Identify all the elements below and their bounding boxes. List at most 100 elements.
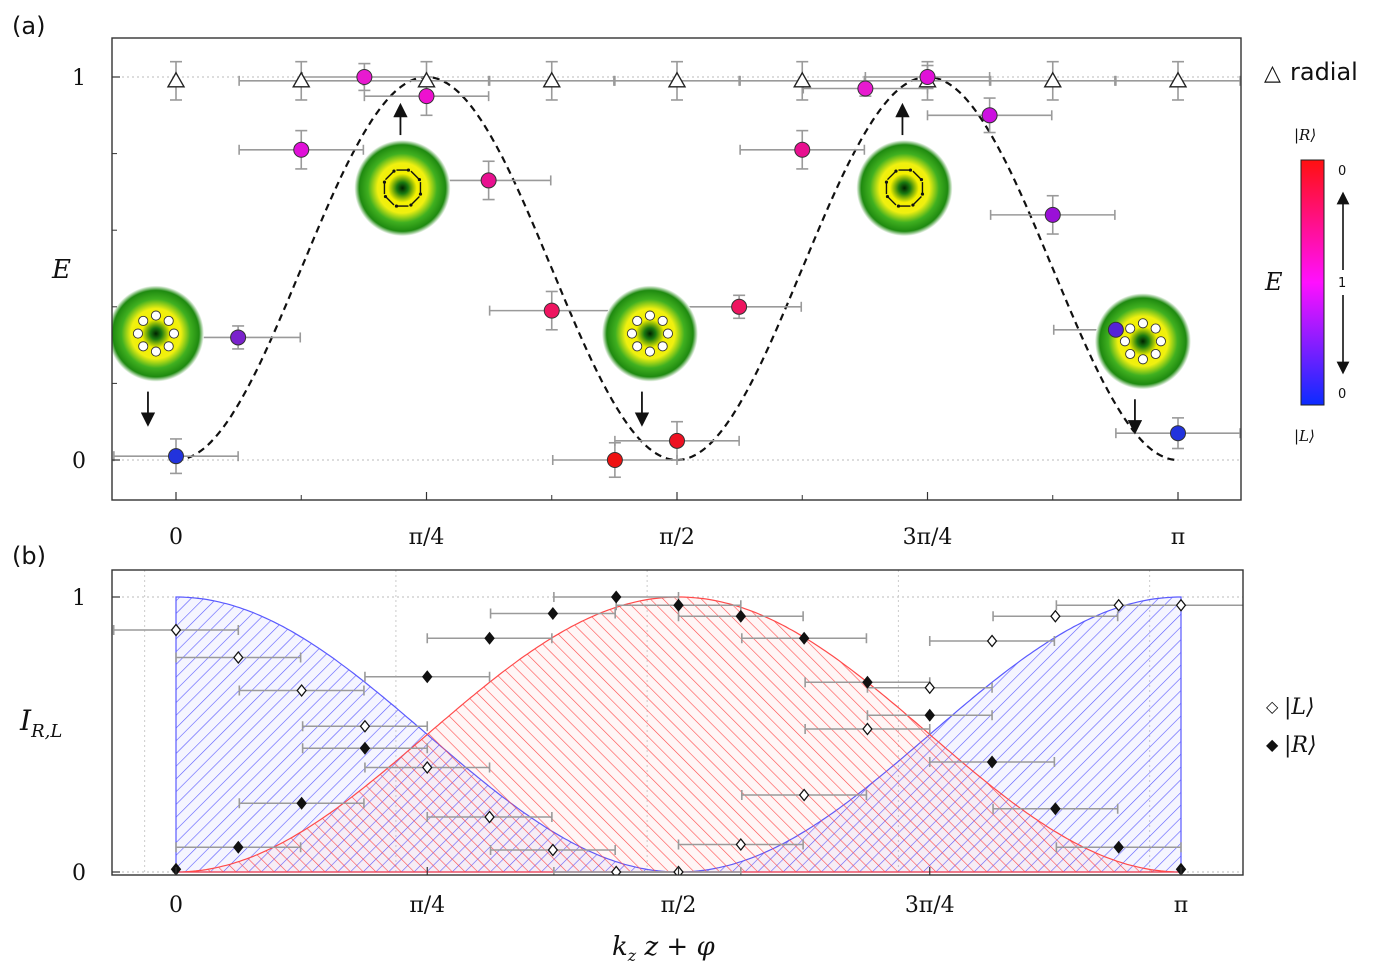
polarization-ellipse bbox=[632, 315, 643, 326]
L-point bbox=[296, 683, 307, 698]
L-point bbox=[798, 788, 810, 802]
polarization-ellipse bbox=[163, 341, 174, 352]
xtick-label-b: 0 bbox=[169, 893, 183, 918]
polarization-ellipse bbox=[1150, 323, 1161, 334]
R-point bbox=[735, 609, 747, 623]
polarization-ellipse bbox=[644, 346, 655, 357]
L-point bbox=[986, 634, 998, 648]
polarization-ellipse bbox=[1119, 336, 1130, 347]
polarization-arrow-tip bbox=[383, 194, 388, 199]
L-point bbox=[233, 650, 244, 665]
ytick-label-b: 1 bbox=[72, 586, 86, 611]
beam-inset-azimuthal bbox=[354, 140, 451, 237]
polarization-arrow-tip bbox=[392, 169, 396, 173]
L-point bbox=[484, 810, 495, 824]
polarization-arrow-tip bbox=[418, 192, 423, 196]
R-point bbox=[296, 796, 307, 810]
xtick-label-a: 0 bbox=[169, 525, 183, 550]
polarization-ellipse bbox=[644, 310, 655, 321]
beam-inset-radial bbox=[601, 285, 698, 382]
colorbar-bottom-label: |L⟩ bbox=[1294, 427, 1315, 445]
legend-L-symbol: ◇ bbox=[1266, 697, 1279, 716]
ellipticity-markers bbox=[168, 69, 1186, 468]
panel-a-ylabel: E bbox=[51, 255, 71, 285]
polarization-arrow bbox=[384, 196, 395, 206]
R-point bbox=[422, 670, 433, 684]
polarization-arrow bbox=[886, 196, 897, 206]
xtick-label-a: π/4 bbox=[409, 525, 445, 550]
ellipticity-point bbox=[230, 329, 247, 346]
R-point bbox=[233, 840, 244, 854]
polarization-arrow-tip bbox=[382, 180, 387, 184]
legend-L-label: |L⟩ bbox=[1284, 695, 1315, 720]
radial-point bbox=[166, 71, 186, 88]
L-point bbox=[1175, 598, 1187, 612]
polarization-arrow-tip bbox=[885, 194, 890, 199]
inset-arrows bbox=[140, 102, 1143, 435]
panel-b: (b) 0 π/4 π/2 3π/4 π 0 1 IR,L kz z + φ ◇ |L⟩ ◆… bbox=[12, 542, 1317, 964]
ellipticity-point bbox=[981, 107, 998, 124]
L-point bbox=[1113, 598, 1124, 612]
xtick-label-b: π/4 bbox=[409, 893, 445, 918]
polarization-ellipse bbox=[632, 341, 643, 352]
xtick-label-b: π bbox=[1174, 893, 1188, 918]
polarization-ellipse bbox=[626, 328, 637, 339]
ellipticity-point bbox=[418, 88, 435, 105]
colorbar-tick-bottom: 0 bbox=[1338, 387, 1346, 402]
radial-point bbox=[542, 71, 561, 88]
polarization-arrow bbox=[912, 170, 922, 181]
polarization-ellipse bbox=[1125, 348, 1136, 360]
colorbar-tick-top: 0 bbox=[1338, 164, 1346, 179]
ellipticity-point bbox=[857, 80, 874, 97]
polarization-ellipse bbox=[168, 328, 180, 339]
polarization-arrow bbox=[410, 170, 420, 181]
polarization-arrow-tip bbox=[409, 203, 413, 207]
panel-b-frame bbox=[111, 569, 1244, 876]
legend-R-label: |R⟩ bbox=[1284, 733, 1317, 758]
panel-a: (a) 0 π/4 π/2 3π/4 π 0 1 E △ radial |R⟩ |L⟩ E … bbox=[12, 12, 1358, 550]
polarization-arrow-tip bbox=[919, 177, 924, 182]
radial-point bbox=[1168, 71, 1188, 88]
polarization-arrow-tip bbox=[896, 204, 901, 208]
colorbar-ramp bbox=[1300, 159, 1325, 406]
L-point bbox=[422, 760, 433, 775]
xtick-label-a: 3π/4 bbox=[903, 525, 953, 550]
ellipticity-point bbox=[731, 298, 748, 315]
L-point bbox=[359, 719, 371, 733]
ytick-label-a: 1 bbox=[72, 66, 86, 91]
ellipticity-point bbox=[356, 69, 373, 85]
R-point bbox=[610, 590, 622, 604]
ytick-label-b: 0 bbox=[72, 861, 86, 886]
ellipticity-point bbox=[293, 141, 310, 158]
beam-disc bbox=[601, 285, 698, 382]
polarization-ellipse bbox=[132, 328, 144, 339]
L-point bbox=[1050, 609, 1061, 623]
polarization-ellipse bbox=[138, 341, 149, 352]
xtick-label-b: π/2 bbox=[661, 893, 697, 918]
panel-a-dashed-curve bbox=[175, 75, 1179, 462]
beam-disc bbox=[354, 140, 451, 237]
ellipticity-point bbox=[1107, 321, 1124, 338]
radial-legend-symbol: △ bbox=[1264, 61, 1281, 86]
R-point bbox=[547, 606, 559, 621]
beam-disc bbox=[112, 285, 204, 382]
polarization-ellipse bbox=[1137, 318, 1148, 329]
legend-R-symbol: ◆ bbox=[1266, 735, 1279, 754]
ellipticity-point bbox=[669, 432, 685, 449]
ellipticity-point bbox=[1170, 425, 1186, 442]
polarization-arrow-tip bbox=[884, 180, 889, 184]
R-point bbox=[673, 598, 684, 612]
ellipticity-point bbox=[480, 172, 497, 189]
ellipticity-point bbox=[606, 452, 623, 468]
beam-inset-radial bbox=[112, 285, 204, 382]
polarization-ellipse bbox=[657, 341, 668, 352]
panel-a-ticks: 0 π/4 π/2 3π/4 π 0 1 bbox=[72, 66, 1185, 550]
colorbar-title: E bbox=[1264, 268, 1283, 296]
colorbar: |R⟩ |L⟩ E 0 1 0 bbox=[1264, 126, 1350, 445]
ellipticity-point bbox=[794, 141, 811, 158]
panel-a-gridlines bbox=[112, 76, 1241, 461]
polarization-arrow bbox=[410, 196, 420, 206]
radial-error-bars bbox=[170, 60, 1241, 101]
ellipticity-point bbox=[168, 448, 184, 465]
radial-point bbox=[417, 71, 436, 88]
